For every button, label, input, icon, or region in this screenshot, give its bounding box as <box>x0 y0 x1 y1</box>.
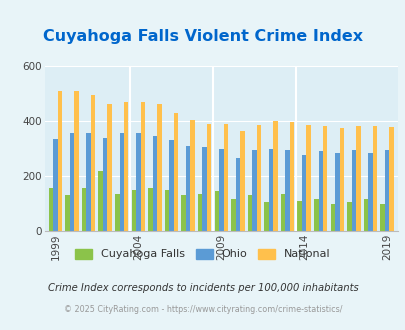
Bar <box>58 91 62 231</box>
Bar <box>157 105 161 231</box>
Bar <box>355 126 360 231</box>
Bar <box>173 113 178 231</box>
Legend: Cuyahoga Falls, Ohio, National: Cuyahoga Falls, Ohio, National <box>71 244 334 264</box>
Bar <box>136 133 140 231</box>
Bar <box>202 147 207 231</box>
Bar <box>131 190 136 231</box>
Bar <box>346 202 351 231</box>
Bar <box>214 191 218 231</box>
Text: Cuyahoga Falls Violent Crime Index: Cuyahoga Falls Violent Crime Index <box>43 29 362 44</box>
Bar <box>181 195 185 231</box>
Bar <box>318 151 322 231</box>
Bar <box>65 195 70 231</box>
Bar <box>388 127 393 231</box>
Bar <box>230 199 235 231</box>
Bar <box>313 199 318 231</box>
Bar <box>70 133 74 231</box>
Bar <box>363 199 367 231</box>
Bar <box>140 102 145 231</box>
Bar <box>235 158 239 231</box>
Bar <box>339 128 343 231</box>
Bar <box>239 131 244 231</box>
Bar <box>379 204 384 231</box>
Bar <box>322 126 327 231</box>
Bar <box>98 171 103 231</box>
Bar <box>164 190 169 231</box>
Bar <box>334 152 339 231</box>
Bar <box>252 150 256 231</box>
Bar <box>91 95 95 231</box>
Bar <box>218 148 223 231</box>
Bar <box>372 126 376 231</box>
Bar <box>124 102 128 231</box>
Bar <box>285 150 289 231</box>
Bar <box>289 122 294 231</box>
Bar <box>152 136 157 231</box>
Bar <box>148 188 152 231</box>
Bar <box>247 195 252 231</box>
Bar <box>256 125 260 231</box>
Bar <box>223 124 228 231</box>
Bar <box>107 105 112 231</box>
Bar <box>53 139 58 231</box>
Bar <box>119 133 124 231</box>
Bar <box>264 202 268 231</box>
Text: © 2025 CityRating.com - https://www.cityrating.com/crime-statistics/: © 2025 CityRating.com - https://www.city… <box>64 305 341 314</box>
Bar <box>351 150 355 231</box>
Bar <box>49 188 53 231</box>
Bar <box>169 140 173 231</box>
Bar <box>198 194 202 231</box>
Bar <box>268 148 273 231</box>
Bar <box>86 133 91 231</box>
Bar <box>280 194 285 231</box>
Bar <box>115 194 119 231</box>
Bar <box>384 150 388 231</box>
Bar <box>301 155 306 231</box>
Bar <box>82 188 86 231</box>
Bar <box>367 152 372 231</box>
Bar <box>185 146 190 231</box>
Bar <box>330 204 334 231</box>
Bar <box>297 201 301 231</box>
Bar <box>74 91 79 231</box>
Bar <box>103 138 107 231</box>
Text: Crime Index corresponds to incidents per 100,000 inhabitants: Crime Index corresponds to incidents per… <box>47 283 358 293</box>
Bar <box>207 124 211 231</box>
Bar <box>306 125 310 231</box>
Bar <box>273 121 277 231</box>
Bar <box>190 120 194 231</box>
